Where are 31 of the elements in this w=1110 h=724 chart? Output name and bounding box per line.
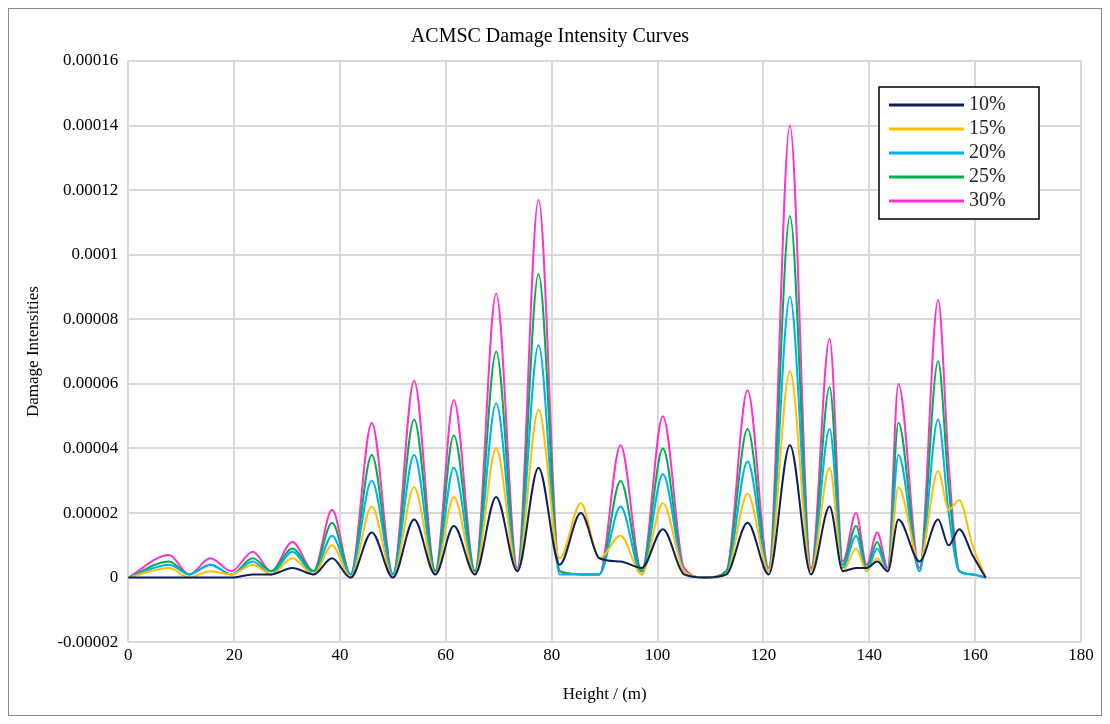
x-tick-label: 160 <box>962 644 988 664</box>
legend-label: 10% <box>969 92 1006 115</box>
x-tick-label: 120 <box>750 644 777 664</box>
y-tick-label: 0.00002 <box>63 502 119 522</box>
y-axis-title: Damage Intensities <box>22 286 42 417</box>
x-axis-title: Height / (m) <box>562 684 647 704</box>
chart-title: ACMSC Damage Intensity Curves <box>410 24 690 48</box>
y-tick-label: 0.00012 <box>63 179 119 199</box>
legend-label: 15% <box>969 116 1006 139</box>
legend-label: 25% <box>969 164 1006 187</box>
legend-label: 30% <box>969 188 1006 211</box>
y-tick-label: 0.00008 <box>63 308 119 328</box>
y-tick-label: 0.00014 <box>63 115 119 135</box>
x-tick-label: 0 <box>124 644 133 664</box>
line-series <box>128 295 987 579</box>
y-tick-label: 0.0001 <box>71 244 119 264</box>
line-series <box>128 369 987 579</box>
x-tick-label: 40 <box>331 644 349 664</box>
y-tick-label: 0 <box>109 567 119 587</box>
x-tick-label: 140 <box>856 644 883 664</box>
x-tick-label: 60 <box>437 644 455 664</box>
x-tick-label: 80 <box>543 644 561 664</box>
line-series <box>128 444 987 579</box>
x-tick-label: 180 <box>1068 644 1094 664</box>
x-tick-label: 20 <box>225 644 243 664</box>
y-tick-label: 0.00016 <box>63 50 119 70</box>
y-tick-label: -0.00002 <box>57 631 119 651</box>
legend-label: 20% <box>969 140 1006 163</box>
y-tick-label: 0.00006 <box>63 373 119 393</box>
x-tick-label: 100 <box>644 644 671 664</box>
y-tick-label: 0.00004 <box>63 437 119 457</box>
